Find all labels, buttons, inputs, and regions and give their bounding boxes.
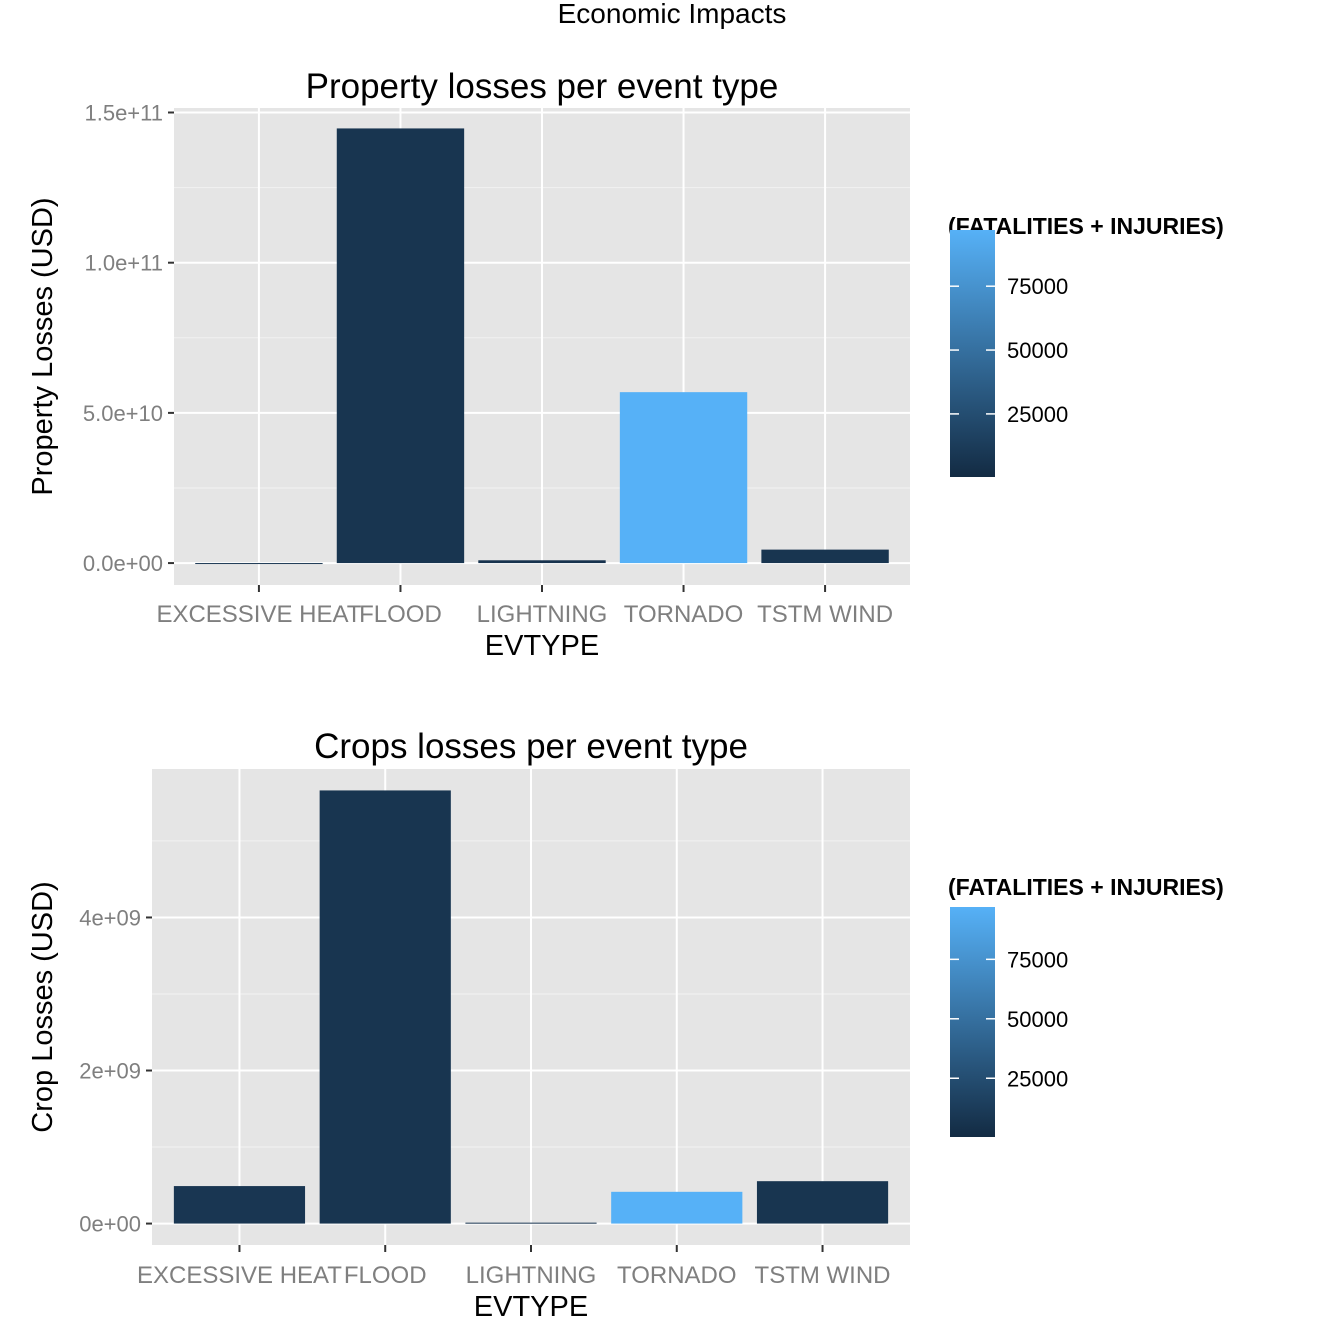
legend-break-label: 75000 [1007, 947, 1068, 972]
crop-losses-chart: 0e+00 2e+09 4e+09 EXCESSIVE HEAT FLOOD LIGHTN… [27, 727, 1224, 1323]
property-losses-chart: 0.0e+00 5.0e+10 1.0e+11 1.5e+11 EXCESSIVE HE… [27, 67, 1224, 662]
x-tick-label: TORNADO [617, 1262, 737, 1289]
x-tick-label: TORNADO [624, 601, 744, 628]
y-tick-label: 1.0e+11 [84, 251, 163, 276]
legend-title: (FATALITIES + INJURIES) [948, 874, 1224, 900]
x-tick-label: LIGHTNING [466, 1262, 597, 1289]
bar-tstm-wind [756, 1181, 889, 1224]
x-axis-label: EVTYPE [485, 630, 599, 662]
bar-excessive-heat [195, 563, 323, 565]
legend-colorbar [950, 907, 995, 1137]
bar-tornado [611, 1191, 743, 1224]
y-axis-label: Property Losses (USD) [27, 197, 59, 495]
legend-break-label: 75000 [1007, 274, 1068, 299]
y-tick-label: 4e+09 [79, 905, 141, 930]
x-tick-label: EXCESSIVE HEAT [137, 1262, 342, 1289]
legend-break-label: 25000 [1007, 1066, 1068, 1091]
x-tick-label: LIGHTNING [477, 601, 608, 628]
legend-colorbar [950, 230, 995, 477]
y-tick-label: 1.5e+11 [84, 101, 163, 126]
bar-flood [319, 790, 451, 1224]
y-tick-label: 5.0e+10 [83, 401, 163, 426]
y-tick-label: 0.0e+00 [83, 551, 163, 576]
y-tick-label: 0e+00 [79, 1212, 141, 1237]
x-tick-label: TSTM WIND [757, 601, 893, 628]
figure-title: Economic Impacts [558, 0, 787, 29]
y-tick-label: 2e+09 [79, 1059, 141, 1084]
x-axis-label: EVTYPE [474, 1291, 588, 1323]
x-tick-label: TSTM WIND [755, 1262, 891, 1289]
legend-break-label: 50000 [1007, 1007, 1068, 1032]
bar-lightning [478, 560, 606, 564]
x-tick-label: FLOOD [344, 1262, 427, 1289]
bar-tornado [619, 392, 748, 564]
y-axis-label: Crop Losses (USD) [27, 881, 59, 1132]
chart-title: Crops losses per event type [314, 727, 748, 766]
x-tick-label: FLOOD [359, 601, 442, 628]
chart-title: Property losses per event type [306, 67, 779, 106]
bar-lightning [465, 1222, 597, 1224]
x-tick-label: EXCESSIVE HEAT [156, 601, 361, 628]
bar-excessive-heat [173, 1186, 306, 1224]
bar-tstm-wind [761, 549, 889, 564]
bar-flood [336, 128, 465, 564]
legend-break-label: 50000 [1007, 338, 1068, 363]
legend-break-label: 25000 [1007, 402, 1068, 427]
